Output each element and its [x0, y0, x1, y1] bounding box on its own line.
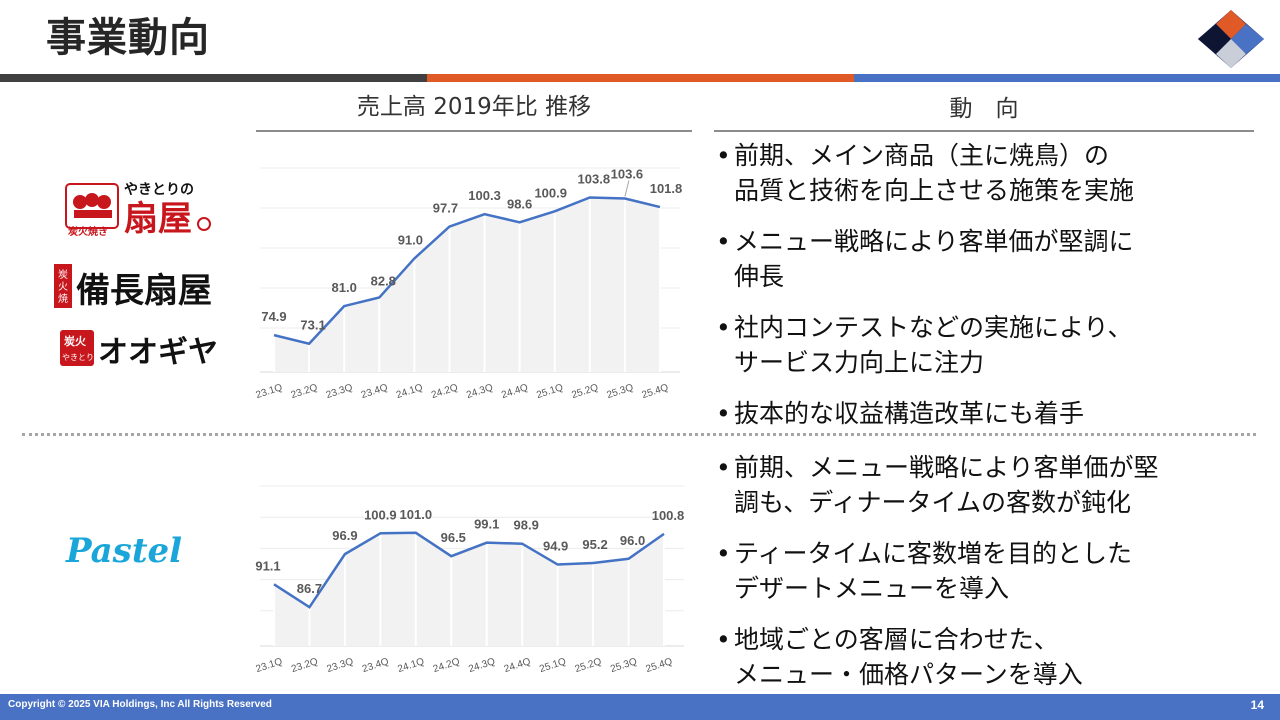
data-label: 97.7: [433, 201, 458, 216]
data-label: 100.9: [364, 507, 397, 522]
data-label: 103.6: [611, 166, 644, 181]
corporate-logo-icon: [1198, 10, 1264, 68]
pastel-logo: Pastel: [62, 524, 206, 576]
data-label: 98.6: [507, 196, 532, 211]
page-number: 14: [1250, 698, 1264, 712]
data-label: 96.5: [441, 530, 466, 545]
data-label: 100.9: [534, 185, 567, 200]
line-chart-pastel: 91.1 86.7 96.9 100.9 101.0 96.5 99.1 98.9 94.9 95…: [255, 485, 685, 675]
x-tick-label: 25.2Q: [574, 656, 604, 675]
trend-text: 前期、メニュー戦略により客単価が堅 調も、ディナータイムの客数が鈍化: [734, 453, 1159, 517]
data-label: 99.1: [474, 517, 499, 532]
label-leader-line: [624, 180, 630, 197]
data-label: 96.0: [620, 533, 645, 548]
data-label: 100.8: [652, 508, 685, 523]
svg-text:火: 火: [58, 281, 68, 293]
svg-text:備長扇屋: 備長扇屋: [76, 271, 212, 310]
x-tick-label: 23.2Q: [290, 382, 320, 401]
chart-heading-underline: [256, 130, 692, 132]
ohgiya-logo: 炭火 やきとり オオギヤ: [60, 330, 220, 370]
data-label: 101.0: [400, 507, 433, 522]
x-tick-label: 24.2Q: [430, 382, 460, 401]
x-tick-label: 25.4Q: [641, 382, 671, 401]
x-tick-label: 23.1Q: [255, 382, 285, 401]
binchou-ougiya-logo: 炭 火 焼 備長扇屋: [52, 262, 216, 311]
trend-heading-underline: [714, 130, 1254, 132]
x-tick-label: 23.3Q: [325, 382, 355, 401]
svg-text:オオギヤ: オオギヤ: [98, 335, 218, 368]
x-tick-label: 25.2Q: [570, 382, 600, 401]
svg-text:やきとり: やきとり: [62, 353, 94, 362]
data-label: 94.9: [543, 539, 568, 554]
x-tick-label: 25.1Q: [535, 382, 565, 401]
ougiya-logo: 炭火焼き やきとりの 扇屋: [64, 178, 214, 239]
x-tick-label: 24.4Q: [503, 656, 533, 675]
data-label: 100.3: [468, 188, 501, 203]
bullet-dot: •: [716, 227, 731, 256]
data-label: 103.8: [578, 172, 611, 187]
x-tick-label: 24.1Q: [395, 382, 425, 401]
x-tick-label: 23.4Q: [361, 656, 391, 675]
footer-bar: Copyright © 2025 VIA Holdings, Inc All R…: [0, 694, 1280, 720]
x-tick-label: 25.3Q: [609, 656, 639, 675]
bullet-dot: •: [716, 141, 731, 170]
svg-text:扇屋: 扇屋: [124, 199, 192, 238]
header-band-blue: [854, 74, 1280, 82]
bullet-dot: •: [716, 399, 731, 428]
chart-section-heading: 売上高 2019年比 推移: [356, 94, 592, 120]
x-tick-label: 24.1Q: [396, 656, 426, 675]
svg-text:炭: 炭: [58, 269, 68, 281]
series-line: [273, 196, 661, 346]
data-label: 91.0: [398, 232, 423, 247]
x-tick-label: 24.2Q: [432, 656, 462, 675]
svg-text:焼: 焼: [58, 293, 68, 305]
data-label: 86.7: [297, 581, 322, 596]
x-tick-label: 23.4Q: [360, 382, 390, 401]
trend-text: メニュー戦略により客単価が堅調に 伸長: [734, 227, 1134, 291]
section-divider: [22, 433, 1256, 436]
data-label: 98.9: [514, 518, 539, 533]
chart-area-fill: [274, 532, 664, 646]
svg-text:やきとりの: やきとりの: [124, 182, 194, 198]
svg-text:Pastel: Pastel: [65, 531, 182, 571]
bullet-dot: •: [716, 625, 731, 654]
series-line: [273, 531, 665, 609]
chart-area-fill: [274, 197, 660, 372]
header-band-orange: [427, 74, 854, 82]
sales-chart-pastel: 91.1 86.7 96.9 100.9 101.0 96.5 99.1 98.9 94.9 95…: [240, 456, 700, 688]
data-label: 82.8: [371, 274, 396, 289]
data-label: 81.0: [332, 280, 357, 295]
trend-section-heading: 動 向: [949, 96, 1019, 122]
bullet-dot: •: [716, 453, 731, 482]
trend-text: 社内コンテストなどの実施により、 サービス力向上に注力: [734, 313, 1133, 377]
header-band-dark: [0, 74, 427, 82]
data-label: 73.1: [300, 318, 325, 333]
x-tick-label: 24.3Q: [467, 656, 497, 675]
trend-text: 地域ごとの客層に合わせた、 メニュー・価格パターンを導入: [734, 625, 1083, 689]
data-label: 101.8: [650, 181, 683, 196]
copyright-text: Copyright © 2025 VIA Holdings, Inc All R…: [8, 699, 272, 710]
x-tick-label: 24.3Q: [465, 382, 495, 401]
sales-chart-yakitori: 74.9 73.1 81.0 82.8 91.0 97.7 100.3 98.6 100.9 10…: [240, 128, 700, 413]
x-tick-label: 23.2Q: [290, 656, 320, 675]
data-label: 96.9: [332, 528, 357, 543]
x-tick-label: 25.4Q: [645, 656, 675, 675]
trend-text: ティータイムに客数増を目的とした デザートメニューを導入: [734, 539, 1133, 603]
x-tick-label: 25.3Q: [605, 382, 635, 401]
trend-text: 抜本的な収益構造改革にも着手: [734, 399, 1085, 428]
page-title: 事業動向: [46, 15, 210, 61]
x-tick-label: 25.1Q: [538, 656, 568, 675]
svg-text:炭火焼き: 炭火焼き: [68, 225, 108, 238]
svg-text:炭火: 炭火: [64, 334, 87, 348]
bullet-dot: •: [716, 539, 731, 568]
x-tick-label: 24.4Q: [500, 382, 530, 401]
data-label: 95.2: [582, 537, 607, 552]
x-tick-label: 23.1Q: [255, 656, 285, 675]
data-label: 74.9: [261, 309, 286, 324]
data-label: 91.1: [255, 558, 280, 573]
bullet-dot: •: [716, 313, 731, 342]
trend-text: 前期、メイン商品（主に焼鳥）の 品質と技術を向上させる施策を実施: [734, 141, 1135, 205]
x-tick-label: 23.3Q: [325, 656, 355, 675]
